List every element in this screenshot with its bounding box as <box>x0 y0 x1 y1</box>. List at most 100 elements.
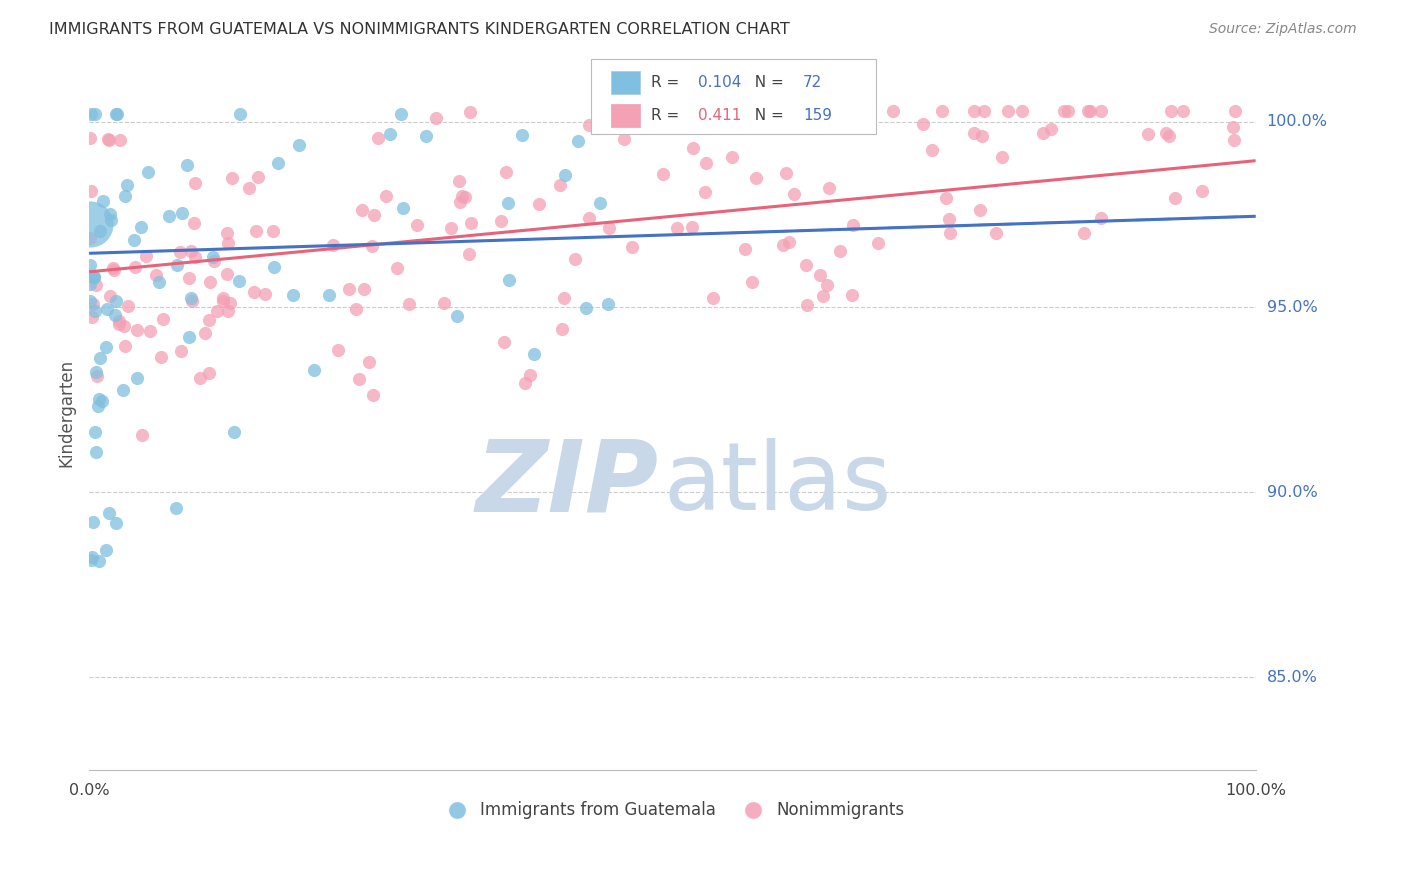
Point <box>87 400 110 414</box>
Point <box>830 244 852 259</box>
Point <box>939 226 962 240</box>
Point <box>1057 103 1080 118</box>
Point <box>1040 122 1063 136</box>
Point <box>775 165 797 179</box>
Point <box>669 103 692 118</box>
Point <box>79 217 101 231</box>
Point <box>702 291 724 305</box>
Point <box>91 194 114 209</box>
Point <box>84 278 107 293</box>
Point <box>578 118 600 132</box>
Point <box>198 366 221 380</box>
Point <box>1222 120 1244 135</box>
Point <box>551 322 574 336</box>
Text: 100.0%: 100.0% <box>1267 114 1327 129</box>
Point <box>114 318 136 333</box>
Point <box>495 165 517 179</box>
Point <box>433 296 456 310</box>
Point <box>415 128 437 143</box>
Point <box>96 302 118 317</box>
Point <box>841 288 863 302</box>
Point <box>129 219 152 234</box>
Point <box>170 343 193 358</box>
Point <box>82 515 104 529</box>
Point <box>122 233 145 247</box>
Point <box>721 150 744 164</box>
Point <box>1171 103 1194 118</box>
Point <box>238 181 260 195</box>
Point <box>114 189 136 203</box>
Point <box>378 127 401 141</box>
Point <box>108 314 131 328</box>
Point <box>596 297 619 311</box>
Point <box>157 210 180 224</box>
Text: N =: N = <box>745 108 789 123</box>
Point <box>921 143 943 157</box>
Point <box>1137 127 1160 141</box>
Point <box>991 150 1014 164</box>
FancyBboxPatch shape <box>610 71 640 94</box>
Point <box>519 368 541 383</box>
Point <box>681 219 703 234</box>
Point <box>136 165 159 179</box>
Point <box>80 107 103 121</box>
Point <box>666 221 689 235</box>
Text: N =: N = <box>745 75 789 90</box>
Point <box>281 287 304 301</box>
Point <box>84 425 107 439</box>
Point <box>79 258 101 272</box>
Point <box>197 312 219 326</box>
Point <box>79 294 101 309</box>
Point <box>111 383 134 397</box>
Point <box>1191 185 1213 199</box>
Point <box>82 269 104 284</box>
Point <box>183 216 205 230</box>
Point <box>385 261 408 276</box>
Point <box>89 351 111 365</box>
Point <box>578 211 600 226</box>
Point <box>997 103 1019 118</box>
Point <box>1090 211 1112 226</box>
Point <box>114 339 136 353</box>
Point <box>180 244 202 258</box>
Point <box>267 156 290 170</box>
Point <box>89 224 111 238</box>
Point <box>169 245 191 260</box>
Point <box>564 252 586 267</box>
Point <box>150 350 173 364</box>
Point <box>613 132 636 146</box>
Point <box>337 282 360 296</box>
Point <box>188 371 211 385</box>
Point <box>911 117 934 131</box>
Point <box>734 242 756 256</box>
Point <box>1090 103 1112 118</box>
Point <box>1164 191 1187 205</box>
Point <box>1078 103 1101 118</box>
Point <box>108 133 131 147</box>
Point <box>184 250 207 264</box>
Point <box>98 207 121 221</box>
Text: 90.0%: 90.0% <box>1267 484 1317 500</box>
Point <box>498 273 520 287</box>
Point <box>127 323 149 337</box>
Point <box>84 366 107 380</box>
Point <box>97 133 120 147</box>
Point <box>80 549 103 564</box>
Point <box>79 277 101 291</box>
Point <box>87 392 110 407</box>
Point <box>83 107 105 121</box>
Text: Source: ZipAtlas.com: Source: ZipAtlas.com <box>1209 22 1357 37</box>
Point <box>1073 226 1095 240</box>
Point <box>695 156 717 170</box>
Point <box>177 330 200 344</box>
Point <box>80 310 103 324</box>
Point <box>813 289 835 303</box>
Point <box>811 103 834 118</box>
Point <box>104 294 127 309</box>
Point <box>682 141 704 155</box>
Point <box>1157 128 1180 143</box>
Point <box>406 218 429 232</box>
Point <box>344 301 367 316</box>
Point <box>963 103 986 118</box>
FancyBboxPatch shape <box>610 103 640 127</box>
